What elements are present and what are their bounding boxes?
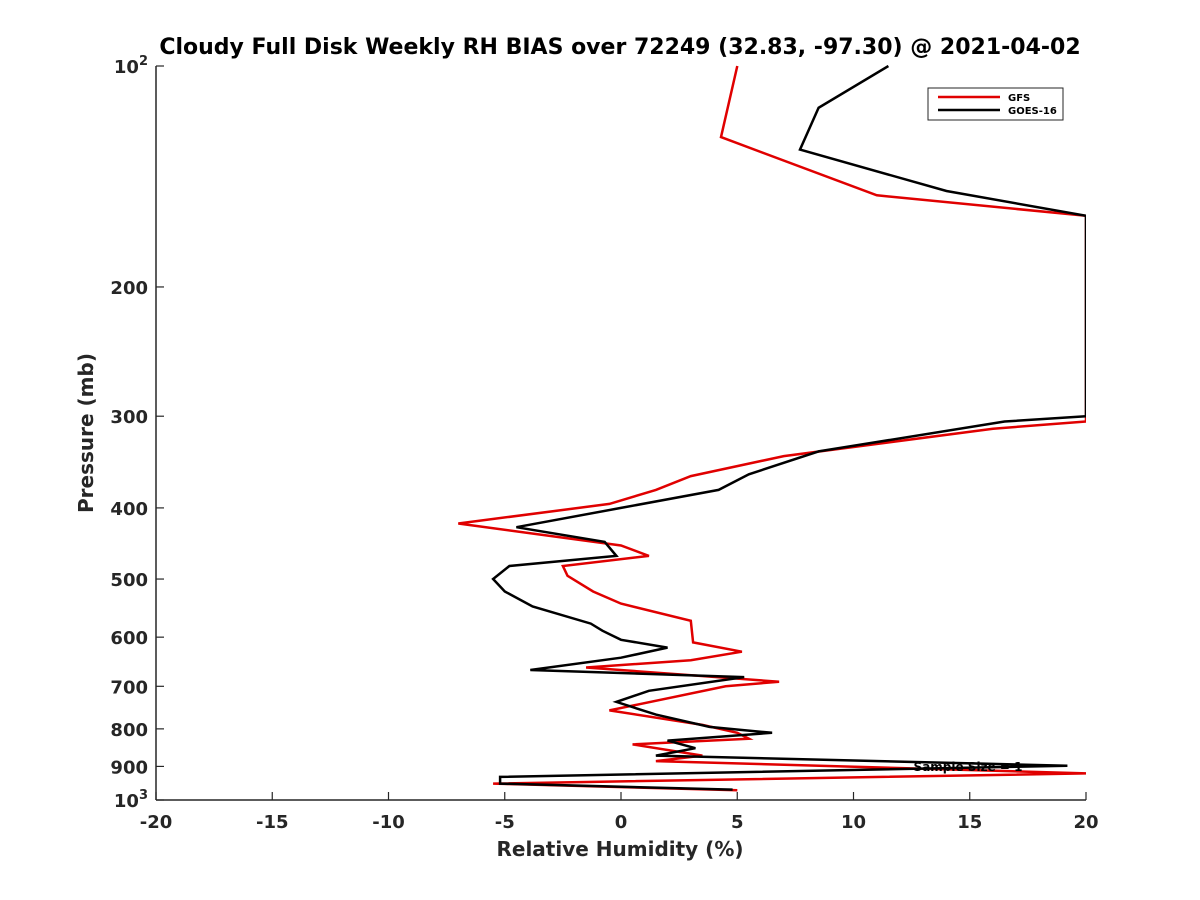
series-layer: [458, 65, 1086, 792]
legend-label-goes-16: GOES-16: [1008, 106, 1057, 117]
y-tick-label: 700: [110, 677, 148, 698]
y-tick-label: 500: [110, 570, 148, 591]
y-axis-label: Pressure (mb): [74, 353, 98, 513]
y-tick-label: 600: [110, 628, 148, 649]
y-tick-label: 300: [110, 407, 148, 428]
y-tick-label: 103: [114, 788, 148, 812]
sample-size-annotation: Sample Size = 1: [914, 760, 1023, 774]
y-tick-label: 400: [110, 499, 148, 520]
y-tick-label: 900: [110, 757, 148, 778]
x-tick-label: 0: [615, 812, 628, 833]
legend-label-gfs: GFS: [1008, 93, 1030, 104]
chart-title: Cloudy Full Disk Weekly RH BIAS over 722…: [159, 35, 1080, 60]
x-tick-label: -15: [256, 812, 289, 833]
x-tick-label: -10: [372, 812, 405, 833]
y-tick-label: 800: [110, 720, 148, 741]
x-tick-label: 10: [841, 812, 866, 833]
y-axis: 102 200 300 400 500 600 700 800 900 103: [110, 54, 164, 812]
y-tick-label: 200: [110, 278, 148, 299]
x-tick-label: -5: [495, 812, 515, 833]
x-axis: -20 -15 -10 -5 0 5 10 15 20: [140, 792, 1099, 833]
series-line-gfs: [458, 65, 1086, 792]
x-tick-label: -20: [140, 812, 173, 833]
legend-box: [927, 87, 1064, 121]
x-axis-label: Relative Humidity (%): [496, 837, 743, 861]
x-tick-label: 20: [1073, 812, 1098, 833]
legend[interactable]: GFS GOES-16: [927, 87, 1064, 121]
x-tick-label: 15: [957, 812, 982, 833]
x-tick-label: 5: [731, 812, 744, 833]
series-line-goes-16: [491, 65, 1086, 791]
y-tick-label: 102: [114, 54, 148, 78]
